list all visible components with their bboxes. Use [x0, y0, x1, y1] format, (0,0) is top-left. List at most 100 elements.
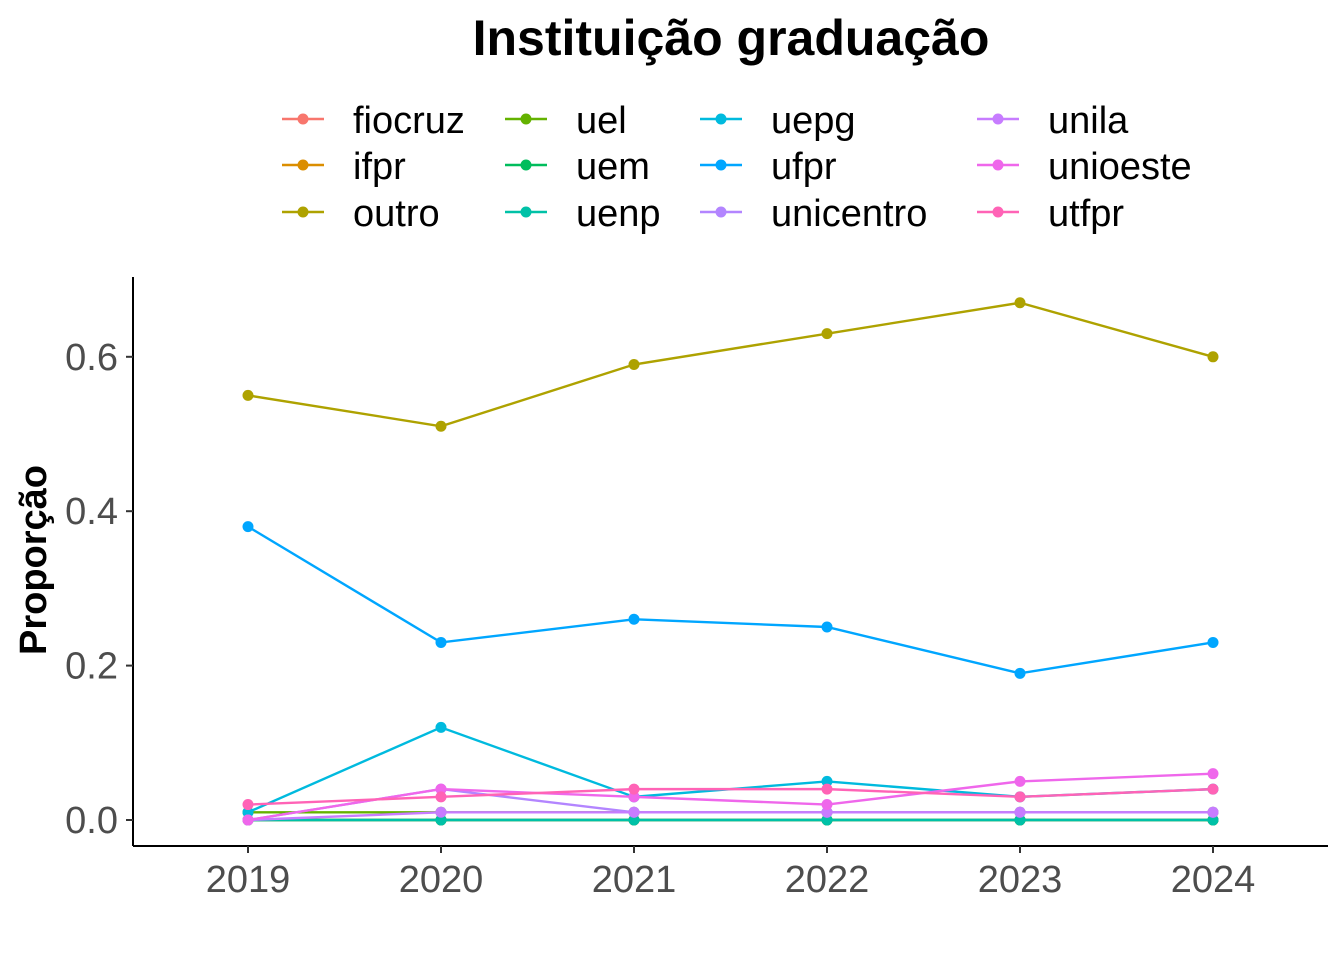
data-point-unioeste — [628, 791, 640, 803]
data-point-uenp — [435, 814, 447, 826]
data-point-utfpr — [821, 783, 833, 795]
legend-item-unila: unila — [977, 100, 1129, 142]
series-outro — [242, 297, 1219, 432]
data-point-ufpr — [628, 613, 640, 625]
legend-label: fiocruz — [353, 100, 465, 142]
series-line-ufpr — [247, 525, 1214, 675]
legend-label: ufpr — [771, 146, 837, 188]
data-point-uepg — [821, 775, 833, 787]
legend-item-uepg: uepg — [700, 100, 856, 142]
x-tick-label: 2024 — [1171, 859, 1256, 901]
data-point-ufpr — [435, 636, 447, 648]
legend-item-ufpr: ufpr — [700, 146, 837, 188]
data-point-unila — [821, 806, 833, 818]
legend-label: outro — [353, 193, 440, 235]
legend-item-unioeste: unioeste — [977, 146, 1192, 188]
legend-item-unicentro: unicentro — [700, 193, 927, 235]
legend-label: uel — [576, 100, 627, 142]
y-tick-label: 0.2 — [65, 646, 118, 688]
y-tick-label: 0.4 — [65, 491, 118, 533]
series-unila — [242, 806, 1219, 826]
data-point-unila — [1014, 806, 1026, 818]
x-tick-label: 2021 — [592, 859, 677, 901]
legend-label: utfpr — [1048, 193, 1124, 235]
legend-key-point — [297, 159, 309, 171]
series-uenp — [242, 814, 1219, 826]
legend-label: unila — [1048, 100, 1129, 142]
legend-key-point — [715, 113, 727, 125]
series-unioeste — [242, 768, 1219, 826]
legend-key-point — [520, 113, 532, 125]
series-utfpr — [242, 783, 1219, 811]
legend-key-point — [992, 206, 1004, 218]
data-point-utfpr — [1014, 791, 1026, 803]
x-tick-label: 2022 — [785, 859, 870, 901]
chart-title: Instituição graduação — [473, 10, 990, 66]
legend-item-uenp: uenp — [505, 193, 661, 235]
legend-key-point — [297, 206, 309, 218]
data-point-unila — [628, 806, 640, 818]
data-point-ufpr — [242, 521, 254, 533]
data-point-unila — [435, 806, 447, 818]
data-point-unila — [1207, 806, 1219, 818]
data-point-uepg — [242, 806, 254, 818]
y-tick-label: 0.6 — [65, 337, 118, 379]
data-point-unioeste — [435, 783, 447, 795]
y-axis-title: Proporção — [13, 465, 55, 655]
series-uepg — [242, 721, 1219, 818]
legend-key-point — [520, 159, 532, 171]
legend-label: uem — [576, 146, 650, 188]
data-point-utfpr — [1207, 783, 1219, 795]
legend-label: uepg — [771, 100, 856, 142]
data-point-unioeste — [1014, 775, 1026, 787]
data-point-unioeste — [242, 814, 254, 826]
data-point-outro — [1014, 297, 1026, 309]
data-point-ufpr — [821, 621, 833, 633]
data-point-uenp — [1014, 814, 1026, 826]
axes: 0.0 0.2 0.4 0.6 2019 2020 2021 2022 2023 2024 Pr… — [13, 277, 1328, 901]
data-point-utfpr — [628, 783, 640, 795]
series-line-utfpr — [247, 787, 1214, 806]
series-line-unila — [247, 811, 1213, 822]
series-line-unioeste — [247, 772, 1214, 822]
data-point-uenp — [821, 814, 833, 826]
data-point-unioeste — [1207, 768, 1219, 780]
data-point-outro — [242, 389, 254, 401]
series-line-outro — [247, 301, 1214, 428]
data-point-ufpr — [1014, 667, 1026, 679]
data-point-outro — [821, 328, 833, 340]
data-point-outro — [435, 420, 447, 432]
legend-key-point — [715, 159, 727, 171]
legend-key-point — [520, 206, 532, 218]
x-tick-label: 2020 — [399, 859, 484, 901]
legend-key-point — [297, 113, 309, 125]
legend-label: uenp — [576, 193, 661, 235]
legend-item-utfpr: utfpr — [977, 193, 1124, 235]
data-point-outro — [628, 359, 640, 371]
legend-label: unicentro — [771, 193, 927, 235]
legend-item-ifpr: ifpr — [282, 146, 406, 188]
legend-label: unioeste — [1048, 146, 1192, 188]
data-point-ufpr — [1207, 636, 1219, 648]
data-point-utfpr — [435, 791, 447, 803]
legend-key-point — [992, 159, 1004, 171]
x-tick-label: 2023 — [978, 859, 1063, 901]
legend-item-uel: uel — [505, 100, 627, 142]
data-point-uenp — [628, 814, 640, 826]
y-tick-label: 0.0 — [65, 800, 118, 842]
legend-key-point — [715, 206, 727, 218]
data-point-unioeste — [821, 799, 833, 811]
legend-item-fiocruz: fiocruz — [282, 100, 465, 142]
data-point-uepg — [435, 721, 447, 733]
legend-label: ifpr — [353, 146, 406, 188]
data-point-uenp — [1207, 814, 1219, 826]
legend-item-outro: outro — [282, 193, 440, 235]
series-ufpr — [242, 521, 1219, 679]
legend-key-point — [992, 113, 1004, 125]
y-ticks: 0.0 0.2 0.4 0.6 — [65, 337, 133, 842]
data-point-outro — [1207, 351, 1219, 363]
data-point-utfpr — [242, 799, 254, 811]
x-tick-label: 2019 — [206, 859, 291, 901]
